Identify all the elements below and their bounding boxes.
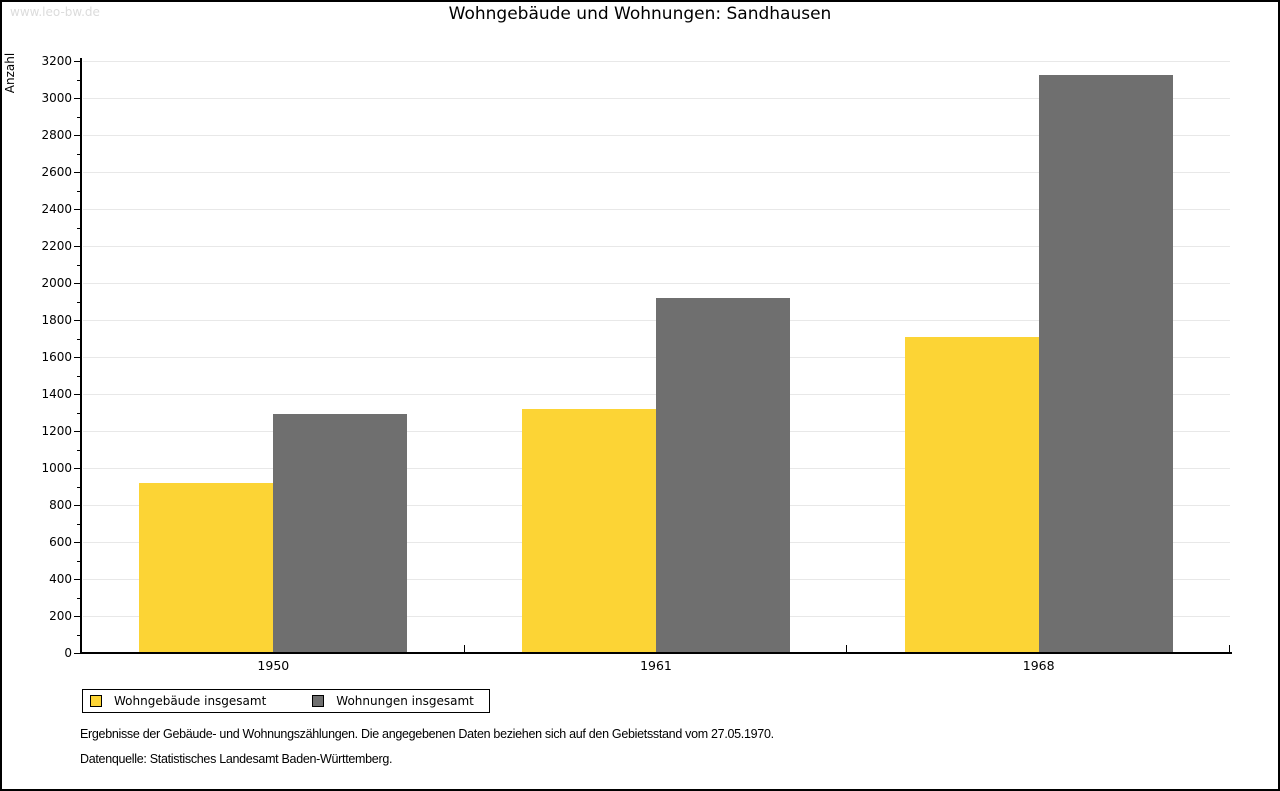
y-tick-label: 1600 — [41, 350, 72, 364]
y-tick-label: 1000 — [41, 461, 72, 475]
gridline — [83, 98, 1230, 99]
bar-wohngeb-ude-insgesamt-1950 — [139, 482, 274, 652]
x-tick — [846, 645, 848, 652]
y-minor-tick — [77, 449, 82, 451]
bar-wohngeb-ude-insgesamt-1968 — [904, 336, 1039, 652]
y-minor-tick — [77, 412, 82, 414]
y-major-tick — [74, 542, 82, 543]
y-minor-tick — [77, 560, 82, 562]
gridline — [83, 172, 1230, 173]
y-tick-label: 2000 — [41, 276, 72, 290]
y-tick-label: 2200 — [41, 239, 72, 253]
y-axis-line — [80, 58, 82, 654]
y-major-tick — [74, 98, 82, 99]
y-major-tick — [74, 653, 82, 654]
y-major-tick — [74, 505, 82, 506]
y-minor-tick — [77, 116, 82, 118]
y-minor-tick — [77, 227, 82, 229]
gridline — [83, 283, 1230, 284]
y-major-tick — [74, 468, 82, 469]
y-tick-label: 400 — [49, 572, 72, 586]
y-major-tick — [74, 61, 82, 62]
y-tick-label: 1800 — [41, 313, 72, 327]
legend-label-wohngebaeude: Wohngebäude insgesamt — [114, 694, 267, 708]
y-minor-tick — [77, 338, 82, 340]
y-major-tick — [74, 172, 82, 173]
gridline — [83, 135, 1230, 136]
y-tick-label: 1400 — [41, 387, 72, 401]
y-tick-label: 2600 — [41, 165, 72, 179]
footer-note: Ergebnisse der Gebäude- und Wohnungszähl… — [80, 727, 774, 741]
source-note: Datenquelle: Statistisches Landesamt Bad… — [80, 752, 393, 766]
legend: Wohngebäude insgesamt Wohnungen insgesam… — [82, 689, 490, 713]
y-tick-label: 800 — [49, 498, 72, 512]
y-tick-label: 0 — [64, 646, 72, 660]
y-tick-label: 3200 — [41, 54, 72, 68]
y-major-tick — [74, 283, 82, 284]
gridline — [83, 61, 1230, 62]
y-minor-tick — [77, 634, 82, 636]
bar-wohngeb-ude-insgesamt-1961 — [522, 408, 656, 652]
bar-wohnungen-insgesamt-1961 — [656, 297, 790, 652]
chart-title: Wohngebäude und Wohnungen: Sandhausen — [448, 4, 832, 24]
bar-wohnungen-insgesamt-1950 — [273, 414, 408, 652]
y-minor-tick — [77, 264, 82, 266]
x-tick — [463, 645, 465, 652]
y-major-tick — [74, 431, 82, 432]
gridline — [83, 246, 1230, 247]
legend-item-wohnungen: Wohnungen insgesamt — [312, 694, 474, 708]
y-major-tick — [74, 209, 82, 210]
y-major-tick — [74, 135, 82, 136]
y-major-tick — [74, 246, 82, 247]
y-minor-tick — [77, 486, 82, 488]
legend-item-wohngebaeude: Wohngebäude insgesamt — [90, 694, 266, 708]
y-major-tick — [74, 579, 82, 580]
legend-swatch-wohngebaeude — [90, 695, 102, 707]
y-minor-tick — [77, 523, 82, 525]
y-minor-tick — [77, 375, 82, 377]
y-tick-label: 600 — [49, 535, 72, 549]
y-tick-label: 2800 — [41, 128, 72, 142]
y-major-tick — [74, 394, 82, 395]
legend-swatch-wohnungen — [312, 695, 325, 707]
x-axis-line — [80, 652, 1232, 654]
y-tick-label: 2400 — [41, 202, 72, 216]
y-minor-tick — [77, 79, 82, 81]
category-label: 1961 — [640, 658, 672, 673]
watermark: www.leo-bw.de — [10, 5, 100, 19]
y-major-tick — [74, 357, 82, 358]
y-minor-tick — [77, 597, 82, 599]
category-label: 1968 — [1022, 658, 1055, 673]
y-major-tick — [74, 616, 82, 617]
category-label: 1950 — [257, 658, 290, 673]
bar-wohnungen-insgesamt-1968 — [1038, 74, 1173, 652]
legend-label-wohnungen: Wohnungen insgesamt — [336, 694, 474, 708]
y-minor-tick — [77, 153, 82, 155]
gridline — [83, 209, 1230, 210]
y-tick-label: 200 — [49, 609, 72, 623]
y-tick-label: 1200 — [41, 424, 72, 438]
x-tick — [1229, 645, 1230, 652]
y-major-tick — [74, 320, 82, 321]
y-minor-tick — [77, 301, 82, 303]
y-tick-label: 3000 — [41, 91, 72, 105]
y-minor-tick — [77, 190, 82, 192]
